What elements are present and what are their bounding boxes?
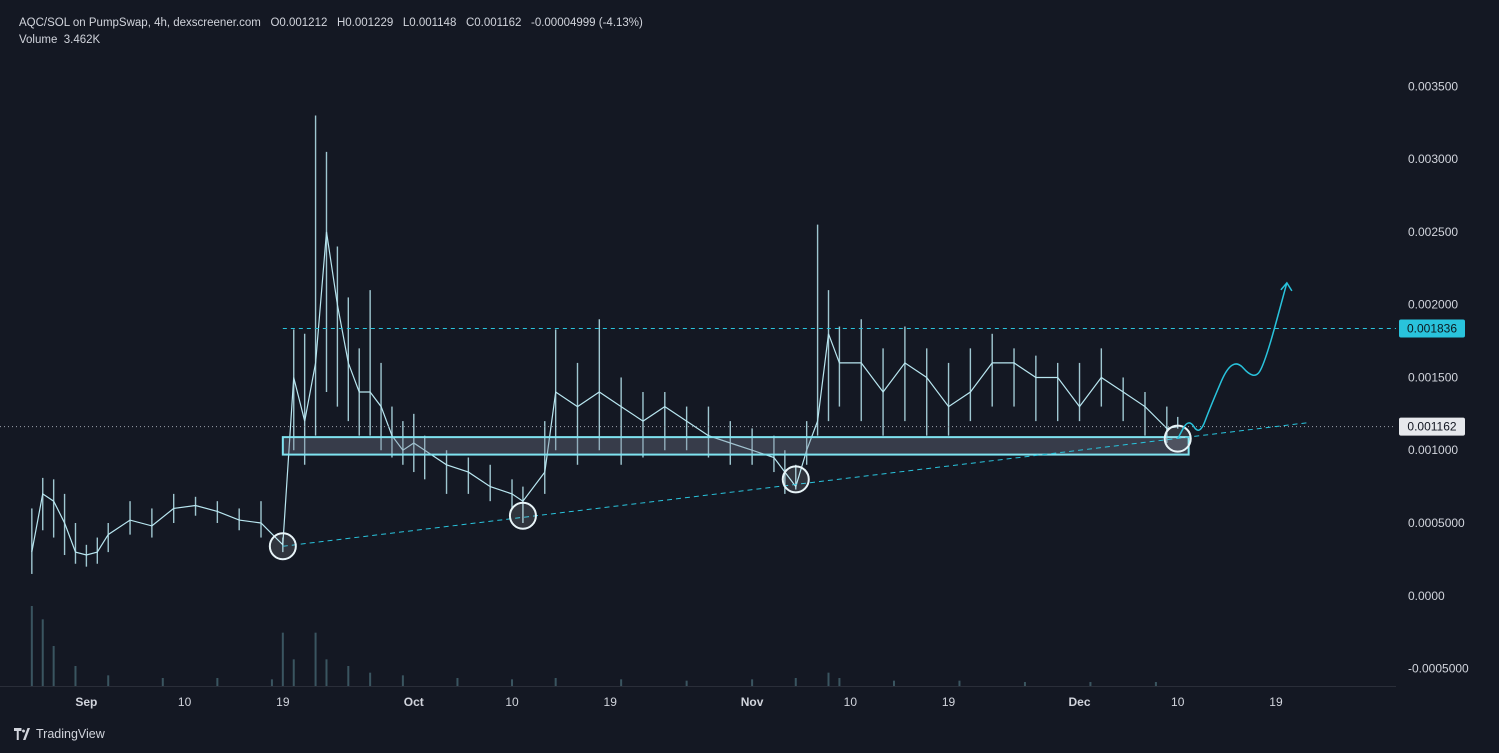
price-tick-label: 0.001000: [1408, 443, 1458, 457]
tradingview-logo-icon: [14, 728, 30, 740]
current-price-tag-bg: [1399, 417, 1465, 436]
time-tick-label: 10: [505, 695, 519, 709]
candle-series: [31, 115, 1179, 574]
price-tick-label: 0.002500: [1408, 225, 1458, 239]
price-tick-label: 0.0000: [1408, 589, 1445, 603]
volume-bar: [1089, 682, 1092, 686]
price-tick-label: 0.003500: [1408, 79, 1458, 93]
volume-readout: Volume 3.462K: [19, 34, 100, 46]
change-value: -0.00004999 (-4.13%): [530, 17, 643, 29]
time-tick-label: Dec: [1069, 695, 1091, 709]
time-tick-label: 19: [276, 695, 290, 709]
volume-bar: [314, 632, 317, 686]
current-price-tag: 0.001162: [1407, 420, 1456, 434]
price-tick-label: 0.002000: [1408, 298, 1458, 312]
volume-bar: [107, 675, 110, 686]
volume-bar: [456, 678, 459, 686]
support-zone: [281, 436, 1190, 456]
volume-bar: [685, 680, 688, 686]
volume-bar: [958, 680, 961, 686]
volume-bar: [292, 659, 295, 686]
volume-bar: [325, 659, 328, 686]
volume-bar: [281, 632, 284, 686]
time-tick-label: 19: [1269, 695, 1283, 709]
volume-bar: [620, 679, 623, 686]
time-tick-label: 10: [1171, 695, 1185, 709]
time-tick-label: Oct: [404, 695, 424, 709]
symbol-title: AQC/SOL on PumpSwap, 4h, dexscreener.com: [19, 17, 261, 29]
volume-bar: [369, 672, 372, 686]
time-tick-label: Nov: [741, 695, 764, 709]
price-tick-label: 0.0005000: [1408, 516, 1465, 530]
volume-bar: [41, 619, 44, 686]
time-tick-label: 19: [604, 695, 618, 709]
price-axis[interactable]: 0.003500 0.003000 0.002500 0.002000 0.001500…: [1399, 79, 1469, 676]
volume-bar: [554, 678, 557, 686]
chart-header: AQC/SOL on PumpSwap, 4h, dexscreener.com…: [19, 16, 643, 30]
open-label: O: [270, 17, 280, 29]
projection-arrowhead: [1280, 281, 1293, 292]
volume-bar: [401, 675, 404, 686]
volume-bar: [892, 680, 895, 686]
price-tick-label: -0.0005000: [1408, 662, 1469, 676]
volume-bar: [52, 646, 55, 686]
time-axis[interactable]: Sep 10 19 Oct 10 19 Nov 10 19 Dec 10 19: [0, 686, 1396, 710]
volume-bar: [216, 678, 219, 686]
volume-bar: [161, 678, 164, 686]
touch-circle: [268, 532, 297, 561]
volume-bar: [1154, 682, 1157, 686]
tradingview-brand: TradingView: [36, 727, 105, 741]
low-label: L: [402, 17, 410, 29]
volume-bars: [30, 606, 1157, 686]
volume-bar: [838, 678, 841, 686]
projection-path: [1177, 282, 1288, 439]
volume-bar: [30, 606, 33, 686]
tradingview-watermark[interactable]: TradingView: [14, 727, 105, 741]
high-label: H: [336, 17, 346, 29]
time-tick-label: Sep: [75, 695, 97, 709]
time-tick-label: 10: [178, 695, 192, 709]
volume-value: 3.462K: [63, 34, 101, 46]
price-chart[interactable]: 0.003500 0.003000 0.002500 0.002000 0.001500…: [0, 0, 1499, 720]
volume-bar: [794, 678, 797, 686]
touch-circle: [508, 501, 537, 530]
volume-bar: [827, 672, 830, 686]
close-label: C: [465, 17, 475, 29]
price-tick-label: 0.001500: [1408, 370, 1458, 384]
volume-bar: [74, 666, 77, 686]
volume-bar: [1023, 682, 1026, 686]
volume-bar: [511, 679, 514, 686]
open-value: 0.001212: [279, 17, 328, 29]
resistance-price-tag: 0.001836: [1407, 322, 1457, 336]
price-line: [31, 231, 1178, 556]
time-tick-label: 19: [942, 695, 956, 709]
time-tick-label: 10: [844, 695, 858, 709]
price-tick-label: 0.003000: [1408, 152, 1458, 166]
volume-label: Volume: [19, 34, 58, 46]
volume-bar: [751, 679, 754, 686]
volume-bar: [270, 679, 273, 686]
volume-bar: [347, 666, 350, 686]
high-value: 0.001229: [345, 17, 394, 29]
annotations: [0, 281, 1396, 561]
touch-circle: [781, 465, 810, 494]
close-value: 0.001162: [474, 17, 522, 29]
resistance-price-tag-bg: [1399, 319, 1465, 338]
low-value: 0.001148: [409, 17, 457, 29]
ascending-trendline: [282, 422, 1309, 547]
